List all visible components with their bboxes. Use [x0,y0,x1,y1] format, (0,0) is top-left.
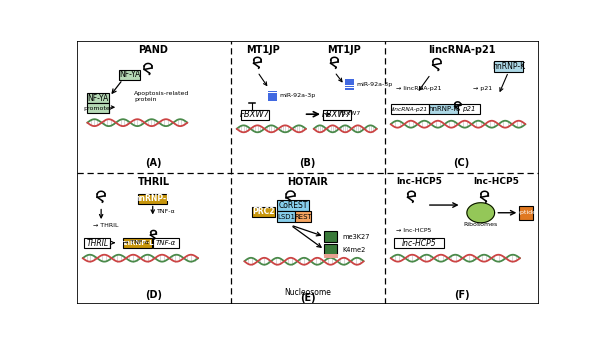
FancyBboxPatch shape [325,244,337,255]
Text: TNF-α: TNF-α [157,209,176,214]
Text: Nucleosome: Nucleosome [284,288,331,297]
Text: MT1JP: MT1JP [328,45,361,55]
Text: hnRNP-L: hnRNP-L [134,194,171,203]
Text: lnc-HCP5: lnc-HCP5 [401,239,436,248]
Text: THRIL: THRIL [137,176,170,186]
Text: lnc-HCP5: lnc-HCP5 [396,176,442,186]
Text: lincRNA-p21: lincRNA-p21 [392,107,428,112]
Text: (C): (C) [454,158,470,169]
Text: (B): (B) [299,158,316,169]
Bar [268,93,277,95]
Text: LSD1: LSD1 [277,214,295,220]
Text: (F): (F) [454,290,469,300]
FancyBboxPatch shape [119,70,140,80]
Text: TNF-α: TNF-α [155,240,176,246]
Bar [268,99,277,101]
Text: → lincRNA-p21: → lincRNA-p21 [396,86,442,91]
Text: (D): (D) [145,290,162,300]
Text: me3K27: me3K27 [342,234,370,240]
FancyBboxPatch shape [295,211,311,222]
Text: (E): (E) [299,293,316,303]
FancyBboxPatch shape [323,109,350,120]
FancyBboxPatch shape [252,207,275,218]
FancyBboxPatch shape [458,104,480,114]
Text: hnRNP-L: hnRNP-L [121,240,154,246]
Text: p21: p21 [463,106,476,112]
FancyBboxPatch shape [84,238,110,248]
Bar [345,83,355,85]
FancyBboxPatch shape [519,206,533,220]
FancyBboxPatch shape [123,238,152,248]
FancyBboxPatch shape [277,200,309,211]
Text: miR-92a-3p: miR-92a-3p [356,82,392,88]
Text: hnRNP-K: hnRNP-K [429,106,459,112]
FancyBboxPatch shape [394,238,444,248]
FancyBboxPatch shape [494,61,523,72]
Text: CoREST: CoREST [278,201,308,210]
Text: NF-YA: NF-YA [119,70,140,79]
FancyBboxPatch shape [241,109,269,120]
Text: (A): (A) [145,158,162,169]
Text: lnc-HCP5: lnc-HCP5 [473,176,519,186]
Text: Apoptosis-related
protein: Apoptosis-related protein [134,91,190,102]
FancyBboxPatch shape [391,104,429,114]
Text: hnRNP-K: hnRNP-K [492,62,525,71]
FancyBboxPatch shape [87,103,109,113]
Text: PAND: PAND [139,45,169,55]
FancyBboxPatch shape [325,231,337,242]
Text: FBXW7: FBXW7 [322,110,352,119]
Text: → lnc-HCP5: → lnc-HCP5 [396,228,431,233]
Text: Ribosomes: Ribosomes [464,222,498,227]
Text: miR-92a-3p: miR-92a-3p [280,93,316,98]
Text: MT1JP: MT1JP [246,45,280,55]
Text: → p21: → p21 [473,86,492,91]
FancyBboxPatch shape [153,238,179,248]
FancyBboxPatch shape [323,253,338,258]
Bar [268,91,277,92]
Polygon shape [467,203,494,223]
Bar [345,86,355,88]
Text: PRC2: PRC2 [253,208,275,216]
Text: THRIL: THRIL [86,239,109,248]
Text: NF-YA: NF-YA [88,93,109,103]
Bar [345,88,355,90]
Bar [268,97,277,99]
Text: peptides: peptides [512,210,540,215]
Text: HOTAIR: HOTAIR [287,176,328,186]
FancyBboxPatch shape [277,211,295,222]
Text: REST: REST [294,214,312,220]
Bar [345,79,355,81]
Text: → TNF-α: → TNF-α [123,239,149,245]
FancyBboxPatch shape [429,104,458,114]
FancyBboxPatch shape [138,194,167,203]
Text: FBXW7: FBXW7 [338,111,361,116]
Text: → THRIL: → THRIL [94,223,119,227]
Text: promoter: promoter [83,106,113,110]
Text: K4me2: K4me2 [342,247,365,253]
Bar [268,95,277,97]
Text: FBXW7: FBXW7 [240,110,270,119]
Text: lincRNA-p21: lincRNA-p21 [428,45,495,55]
Bar [345,81,355,83]
FancyBboxPatch shape [87,93,109,103]
